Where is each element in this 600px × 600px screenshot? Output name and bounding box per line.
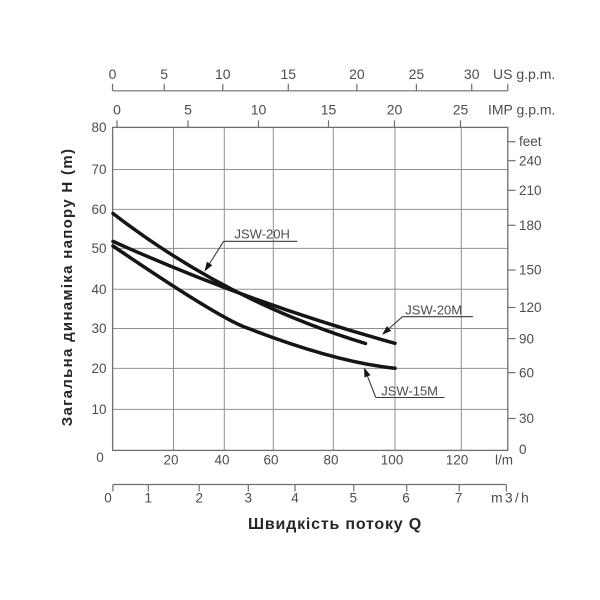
svg-text:JSW-20M: JSW-20M	[405, 303, 462, 318]
svg-text:0: 0	[519, 442, 527, 457]
svg-text:50: 50	[91, 241, 106, 256]
svg-text:25: 25	[453, 101, 469, 117]
svg-text:60: 60	[91, 202, 106, 217]
svg-text:7: 7	[455, 490, 463, 505]
svg-text:10: 10	[251, 101, 267, 117]
svg-text:240: 240	[519, 153, 542, 168]
svg-text:5: 5	[184, 101, 192, 117]
svg-text:4: 4	[291, 490, 299, 505]
svg-text:120: 120	[446, 453, 469, 468]
svg-text:30: 30	[91, 321, 106, 336]
svg-text:120: 120	[519, 300, 542, 315]
svg-text:2: 2	[195, 490, 203, 505]
svg-text:90: 90	[519, 331, 534, 346]
svg-text:l/m: l/m	[495, 453, 513, 468]
svg-text:10: 10	[91, 402, 106, 417]
svg-text:80: 80	[91, 120, 106, 135]
svg-text:40: 40	[214, 453, 229, 468]
svg-text:210: 210	[519, 183, 542, 198]
svg-text:5: 5	[350, 490, 358, 505]
svg-text:20: 20	[91, 361, 106, 376]
svg-text:10: 10	[215, 66, 231, 82]
svg-text:0: 0	[104, 490, 112, 505]
svg-text:0: 0	[113, 101, 121, 117]
svg-text:20: 20	[163, 453, 178, 468]
svg-text:US g.p.m.: US g.p.m.	[493, 66, 555, 82]
svg-text:JSW-15M: JSW-15M	[381, 383, 438, 398]
svg-text:80: 80	[323, 453, 338, 468]
svg-text:180: 180	[519, 218, 542, 233]
svg-text:25: 25	[409, 66, 425, 82]
svg-text:40: 40	[91, 282, 106, 297]
svg-text:70: 70	[91, 162, 106, 177]
svg-text:m3/h: m3/h	[491, 489, 531, 505]
svg-text:60: 60	[519, 365, 534, 380]
svg-text:15: 15	[321, 101, 337, 117]
svg-text:5: 5	[160, 66, 168, 82]
svg-text:IMP g.p.m.: IMP g.p.m.	[488, 101, 555, 117]
svg-text:6: 6	[402, 490, 410, 505]
svg-text:150: 150	[519, 263, 542, 278]
svg-text:15: 15	[281, 66, 297, 82]
svg-text:30: 30	[464, 66, 480, 82]
svg-text:100: 100	[381, 453, 404, 468]
svg-text:60: 60	[263, 453, 278, 468]
svg-text:Швидкість потоку Q: Швидкість потоку Q	[248, 516, 422, 533]
svg-text:1: 1	[145, 490, 153, 505]
svg-text:30: 30	[519, 411, 534, 426]
svg-text:20: 20	[387, 101, 403, 117]
svg-text:JSW-20H: JSW-20H	[235, 226, 290, 241]
svg-text:Загальна динаміка напору H (m): Загальна динаміка напору H (m)	[59, 148, 76, 427]
svg-text:3: 3	[245, 490, 253, 505]
svg-text:0: 0	[96, 450, 104, 465]
svg-text:20: 20	[349, 66, 365, 82]
svg-text:0: 0	[109, 66, 117, 82]
svg-text:feet: feet	[519, 134, 542, 149]
